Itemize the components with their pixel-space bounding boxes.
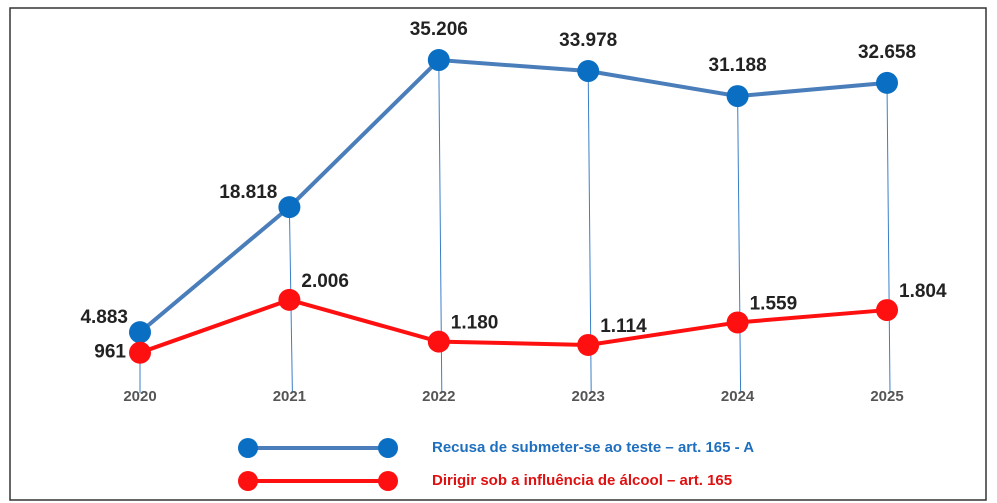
- point: [278, 288, 301, 311]
- legend-label: Dirigir sob a influência de álcool – art…: [432, 472, 732, 489]
- point: [726, 311, 749, 334]
- value-label: 961: [94, 342, 126, 363]
- drop-line: [886, 82, 891, 394]
- value-label: 1.114: [600, 316, 647, 337]
- value-label: 1.180: [451, 313, 499, 334]
- x-tick-label: 2021: [273, 388, 306, 405]
- point: [129, 341, 151, 364]
- series-line: [138, 57, 888, 334]
- value-label: 32.658: [858, 42, 916, 63]
- value-label: 18.818: [219, 182, 277, 203]
- legend-marker: [378, 471, 398, 491]
- drop-line: [737, 96, 742, 394]
- point: [876, 71, 898, 94]
- x-tick-label: 2022: [422, 388, 455, 405]
- legend-label: Recusa de submeter-se ao teste – art. 16…: [432, 439, 754, 456]
- value-label: 1.559: [750, 293, 798, 314]
- series-line: [139, 297, 888, 355]
- legend-marker: [238, 471, 258, 491]
- x-tick-label: 2024: [721, 388, 755, 405]
- value-label: 33.978: [559, 30, 617, 51]
- x-tick-label: 2023: [572, 388, 605, 405]
- point: [427, 49, 450, 72]
- point: [876, 299, 898, 322]
- legend-marker: [378, 438, 398, 458]
- legend-marker: [238, 438, 258, 458]
- value-label: 2.006: [301, 271, 349, 292]
- x-tick-label: 2025: [870, 388, 903, 405]
- frame: [9, 7, 987, 501]
- point: [577, 333, 600, 356]
- point: [427, 330, 450, 353]
- point: [726, 85, 749, 108]
- value-label: 4.883: [80, 307, 128, 328]
- point: [278, 196, 301, 219]
- point: [577, 60, 600, 83]
- value-label: 1.804: [899, 281, 947, 302]
- point: [129, 321, 151, 344]
- value-label: 35.206: [410, 19, 468, 40]
- x-tick-label: 2020: [123, 388, 156, 405]
- value-label: 31.188: [709, 55, 767, 76]
